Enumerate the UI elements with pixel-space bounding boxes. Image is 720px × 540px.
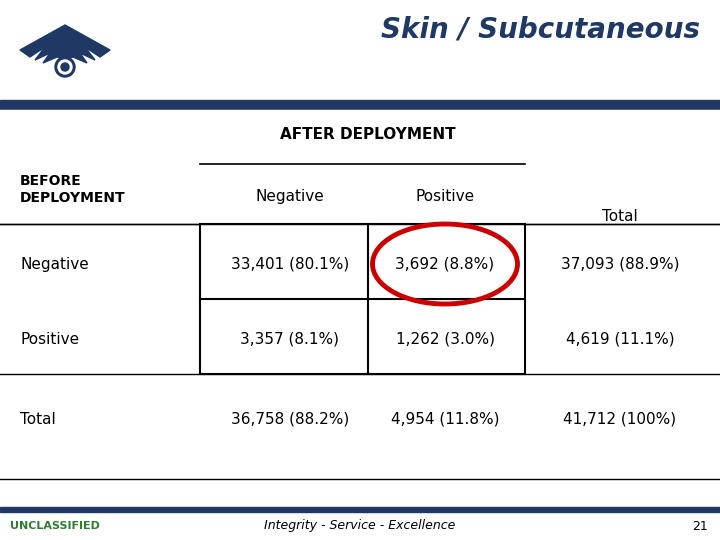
Text: 36,758 (88.2%): 36,758 (88.2%) [231, 411, 349, 427]
Bar [0, 507, 720, 512]
Text: 33,401 (80.1%): 33,401 (80.1%) [231, 256, 349, 272]
Circle shape [61, 63, 69, 71]
Text: 41,712 (100%): 41,712 (100%) [564, 411, 677, 427]
Text: Integrity - Service - Excellence: Integrity - Service - Excellence [264, 519, 456, 532]
Text: Positive: Positive [20, 332, 79, 347]
Polygon shape [65, 25, 110, 63]
Bar [200, 224, 525, 374]
Circle shape [55, 57, 75, 77]
Text: 21: 21 [692, 519, 708, 532]
Circle shape [58, 60, 72, 74]
Text: Negative: Negative [256, 189, 325, 204]
Text: U.S. AIR FORCE: U.S. AIR FORCE [23, 100, 107, 110]
Text: Skin / Subcutaneous: Skin / Subcutaneous [381, 15, 700, 43]
Polygon shape [20, 25, 65, 63]
Text: Total: Total [602, 209, 638, 224]
Text: 4,619 (11.1%): 4,619 (11.1%) [566, 332, 675, 347]
Text: 4,954 (11.8%): 4,954 (11.8%) [391, 411, 499, 427]
Text: Positive: Positive [415, 189, 474, 204]
Text: Total: Total [20, 411, 55, 427]
Text: BEFORE
DEPLOYMENT: BEFORE DEPLOYMENT [20, 174, 125, 205]
Text: 37,093 (88.9%): 37,093 (88.9%) [561, 256, 679, 272]
Text: 3,357 (8.1%): 3,357 (8.1%) [240, 332, 340, 347]
Text: Negative: Negative [20, 256, 89, 272]
Text: 3,692 (8.8%): 3,692 (8.8%) [395, 256, 495, 272]
Bar [0, 100, 720, 105]
Text: 1,262 (3.0%): 1,262 (3.0%) [395, 332, 495, 347]
Text: UNCLASSIFIED: UNCLASSIFIED [10, 521, 100, 531]
Text: AFTER DEPLOYMENT: AFTER DEPLOYMENT [279, 127, 455, 142]
